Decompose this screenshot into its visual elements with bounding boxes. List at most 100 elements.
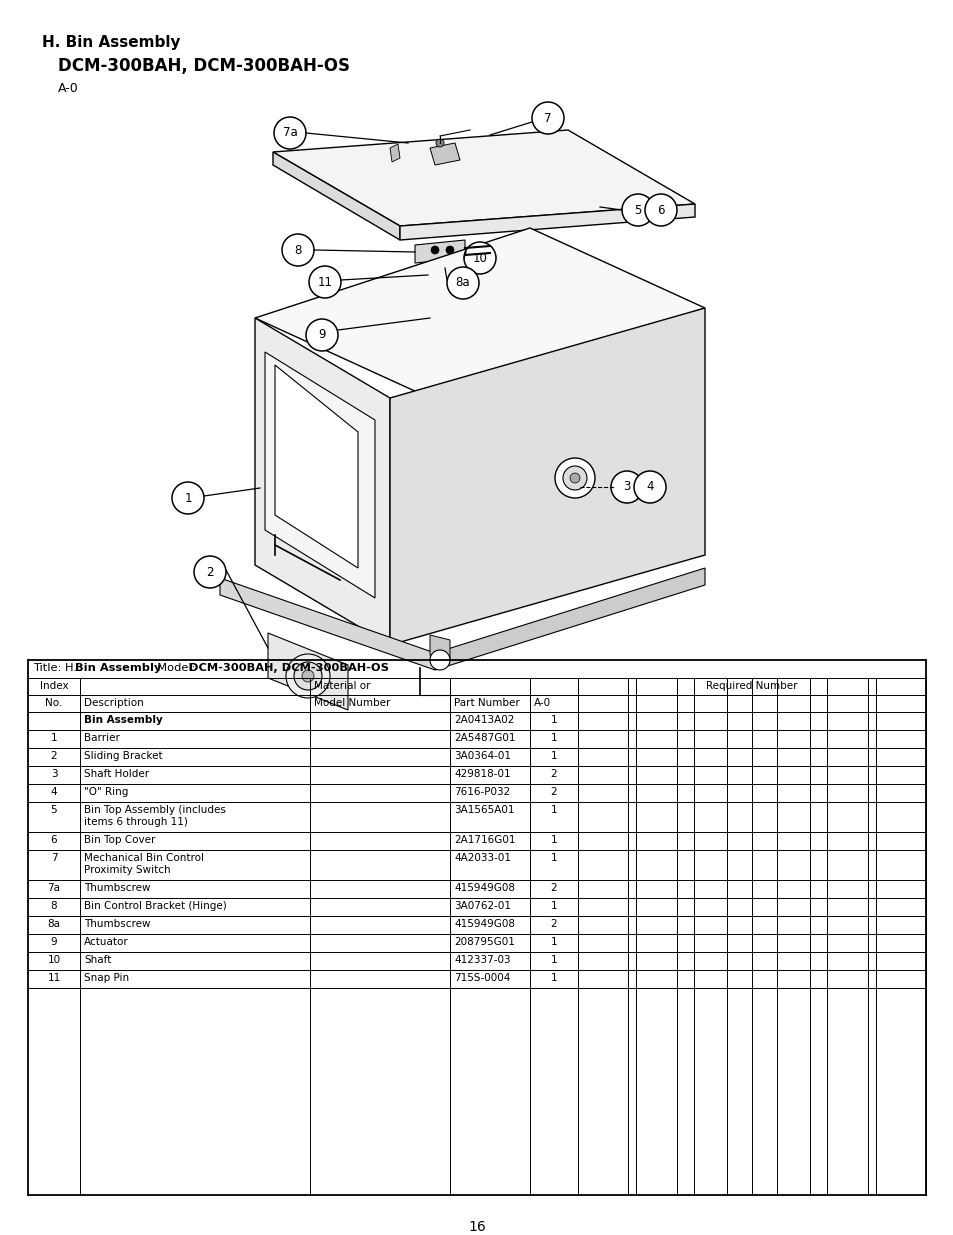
Text: DCM-300BAH, DCM-300BAH-OS: DCM-300BAH, DCM-300BAH-OS <box>189 663 389 673</box>
Polygon shape <box>254 228 704 398</box>
Text: Shaft Holder: Shaft Holder <box>84 769 149 779</box>
Text: 5: 5 <box>51 805 57 815</box>
Circle shape <box>610 471 642 503</box>
Text: 7: 7 <box>543 111 551 125</box>
Text: Bin Top Cover: Bin Top Cover <box>84 835 155 845</box>
Text: 2A0413A02: 2A0413A02 <box>454 715 514 725</box>
Text: 8: 8 <box>51 902 57 911</box>
Text: Title: H.: Title: H. <box>33 663 81 673</box>
Text: 2: 2 <box>550 769 557 779</box>
Polygon shape <box>430 143 459 165</box>
Text: Sliding Bracket: Sliding Bracket <box>84 751 162 761</box>
Text: 6: 6 <box>51 835 57 845</box>
Text: Material or: Material or <box>314 680 370 692</box>
Circle shape <box>302 671 314 682</box>
Circle shape <box>446 246 454 254</box>
Text: A-0: A-0 <box>534 698 551 708</box>
Text: 1: 1 <box>550 937 557 947</box>
Text: Actuator: Actuator <box>84 937 129 947</box>
Polygon shape <box>430 635 450 659</box>
Text: 1: 1 <box>51 734 57 743</box>
Text: 1: 1 <box>550 734 557 743</box>
Text: 1: 1 <box>550 902 557 911</box>
Circle shape <box>621 194 654 226</box>
Text: 415949G08: 415949G08 <box>454 883 515 893</box>
Circle shape <box>447 267 478 299</box>
Text: 2: 2 <box>550 787 557 797</box>
Circle shape <box>644 194 677 226</box>
Text: 4: 4 <box>645 480 653 494</box>
Polygon shape <box>430 248 444 398</box>
Polygon shape <box>390 308 704 645</box>
Polygon shape <box>415 240 464 263</box>
Text: 9: 9 <box>318 329 325 342</box>
Text: 7a: 7a <box>48 883 60 893</box>
Circle shape <box>436 140 443 147</box>
Text: 2A5487G01: 2A5487G01 <box>454 734 515 743</box>
Text: 9: 9 <box>51 937 57 947</box>
Text: Mechanical Bin Control
Proximity Switch: Mechanical Bin Control Proximity Switch <box>84 853 204 874</box>
Text: Required Number: Required Number <box>705 680 797 692</box>
Circle shape <box>309 266 340 298</box>
Circle shape <box>282 233 314 266</box>
Text: 415949G08: 415949G08 <box>454 919 515 929</box>
Text: 11: 11 <box>317 275 333 289</box>
Text: 8a: 8a <box>48 919 60 929</box>
Text: 715S-0004: 715S-0004 <box>454 973 510 983</box>
Circle shape <box>555 458 595 498</box>
Polygon shape <box>265 352 375 598</box>
Circle shape <box>172 482 204 514</box>
Text: 412337-03: 412337-03 <box>454 955 510 965</box>
Text: 1: 1 <box>184 492 192 505</box>
Circle shape <box>569 473 579 483</box>
Text: Description: Description <box>84 698 144 708</box>
Text: 3A0364-01: 3A0364-01 <box>454 751 511 761</box>
Circle shape <box>306 319 337 351</box>
Text: 3: 3 <box>622 480 630 494</box>
Text: 1: 1 <box>550 751 557 761</box>
Text: 1: 1 <box>550 955 557 965</box>
Text: 4: 4 <box>51 787 57 797</box>
Text: 2: 2 <box>206 566 213 578</box>
Text: 208795G01: 208795G01 <box>454 937 515 947</box>
Text: Bin Top Assembly (includes
items 6 through 11): Bin Top Assembly (includes items 6 throu… <box>84 805 226 826</box>
Text: 1: 1 <box>550 835 557 845</box>
Circle shape <box>532 103 563 135</box>
Polygon shape <box>399 204 695 240</box>
Text: 3A1565A01: 3A1565A01 <box>454 805 514 815</box>
Text: 8: 8 <box>294 243 301 257</box>
Text: 2: 2 <box>550 919 557 929</box>
Text: Bin Control Bracket (Hinge): Bin Control Bracket (Hinge) <box>84 902 227 911</box>
Text: DCM-300BAH, DCM-300BAH-OS: DCM-300BAH, DCM-300BAH-OS <box>58 57 350 75</box>
Text: H. Bin Assembly: H. Bin Assembly <box>42 35 180 49</box>
Circle shape <box>274 117 306 149</box>
Text: A-0: A-0 <box>58 82 79 95</box>
Text: Barrier: Barrier <box>84 734 120 743</box>
Text: 1: 1 <box>550 805 557 815</box>
Text: 2: 2 <box>51 751 57 761</box>
Polygon shape <box>254 317 390 645</box>
Text: Thumbscrew: Thumbscrew <box>84 883 151 893</box>
Text: "O" Ring: "O" Ring <box>84 787 129 797</box>
Text: 11: 11 <box>48 973 61 983</box>
Text: 5: 5 <box>634 204 641 216</box>
Text: 1: 1 <box>550 715 557 725</box>
Text: 16: 16 <box>468 1220 485 1234</box>
Circle shape <box>431 246 438 254</box>
Circle shape <box>463 242 496 274</box>
Text: Thumbscrew: Thumbscrew <box>84 919 151 929</box>
Text: 2: 2 <box>550 883 557 893</box>
Polygon shape <box>273 152 399 240</box>
Text: 10: 10 <box>48 955 60 965</box>
Text: Shaft: Shaft <box>84 955 112 965</box>
Text: Bin Assembly: Bin Assembly <box>75 663 161 673</box>
Text: Part Number: Part Number <box>454 698 519 708</box>
Text: 3: 3 <box>51 769 57 779</box>
Polygon shape <box>220 578 435 671</box>
Polygon shape <box>273 130 695 226</box>
Polygon shape <box>390 144 399 162</box>
Text: 10: 10 <box>472 252 487 264</box>
Text: 429818-01: 429818-01 <box>454 769 510 779</box>
Circle shape <box>286 655 330 698</box>
Text: Index: Index <box>40 680 69 692</box>
